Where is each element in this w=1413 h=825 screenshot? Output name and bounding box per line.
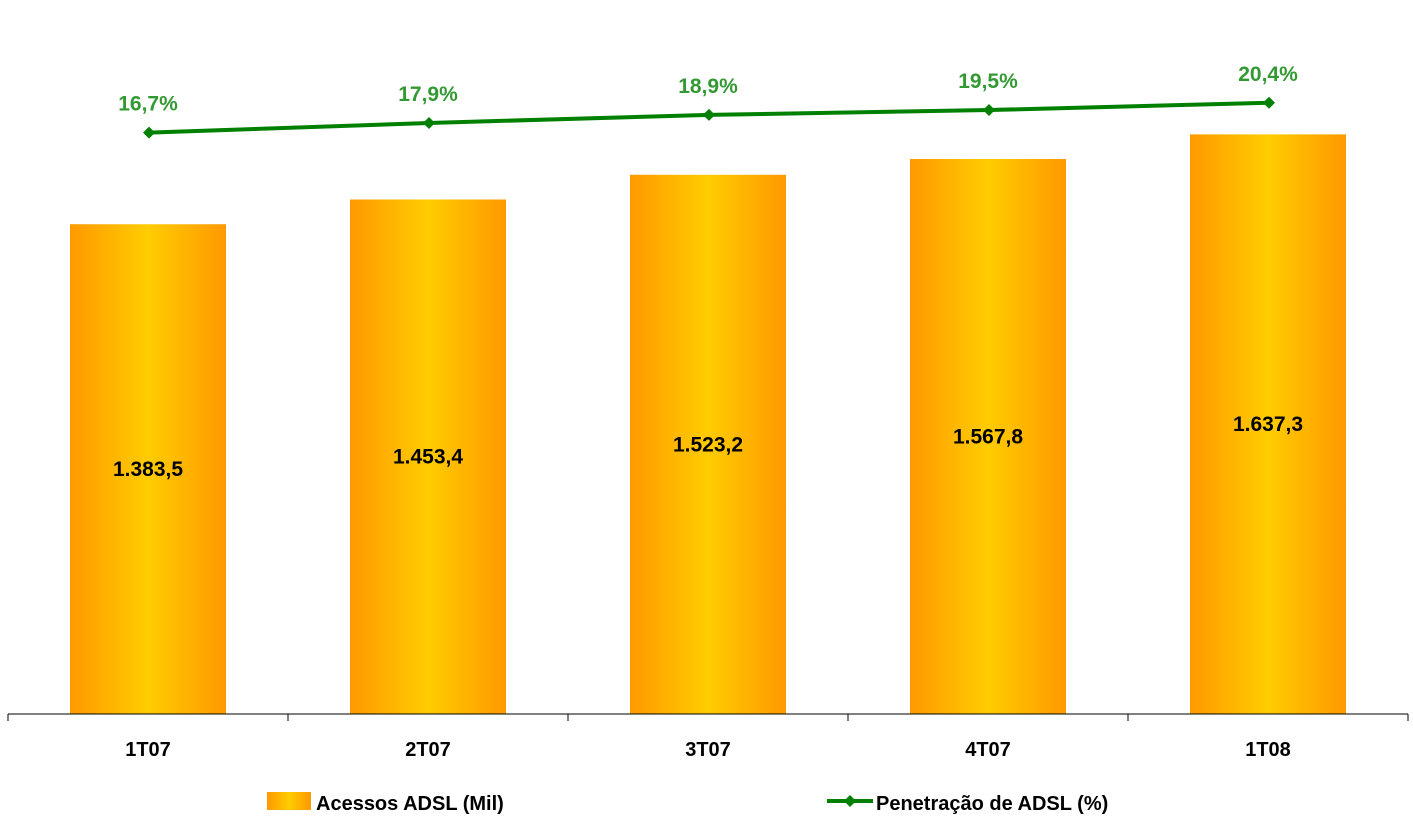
bar-series: 1.383,5 1.453,4 1.523,2 1.567,8 1.637,3: [70, 134, 1346, 715]
legend-line-label: Penetração de ADSL (%): [876, 793, 1108, 815]
line-value-label: 19,5%: [958, 70, 1018, 93]
legend-bar-swatch: [267, 792, 311, 810]
x-tick-label: 4T07: [965, 739, 1011, 761]
bar-value-label: 1.383,5: [113, 458, 183, 481]
bar-1T07: [70, 224, 226, 714]
line-value-label: 16,7%: [118, 93, 178, 116]
bar-value-label: 1.523,2: [673, 433, 743, 456]
line-marker: [143, 126, 155, 139]
bar-3T07: [630, 174, 786, 714]
x-tick-label: 3T07: [685, 739, 731, 761]
line-series: 16,7% 17,9% 18,9% 19,5% 20,4%: [118, 63, 1298, 139]
bar-2T07: [350, 199, 506, 714]
legend-line-marker: [844, 795, 856, 807]
x-tick-label: 1T07: [125, 739, 171, 761]
line-marker: [703, 108, 715, 121]
legend-bar-label: Acessos ADSL (Mil): [316, 793, 504, 815]
bar-value-label: 1.453,4: [393, 446, 463, 469]
x-tick-label: 2T07: [405, 739, 451, 761]
bar-4T07: [910, 158, 1066, 715]
line-marker: [983, 104, 995, 117]
line-marker: [1263, 96, 1275, 109]
line-value-label: 17,9%: [398, 83, 458, 106]
legend: Acessos ADSL (Mil) Penetração de ADSL (%): [267, 792, 1108, 815]
bar-value-label: 1.637,3: [1233, 413, 1303, 436]
bar-1T08: [1190, 134, 1346, 714]
line-value-label: 18,9%: [678, 75, 738, 98]
bar-value-label: 1.567,8: [953, 425, 1023, 448]
line-value-label: 20,4%: [1238, 63, 1298, 86]
line-marker: [423, 116, 435, 129]
x-tick-label: 1T08: [1245, 739, 1291, 761]
x-axis: 1T07 2T07 3T07 4T07 1T08: [7, 713, 1409, 761]
